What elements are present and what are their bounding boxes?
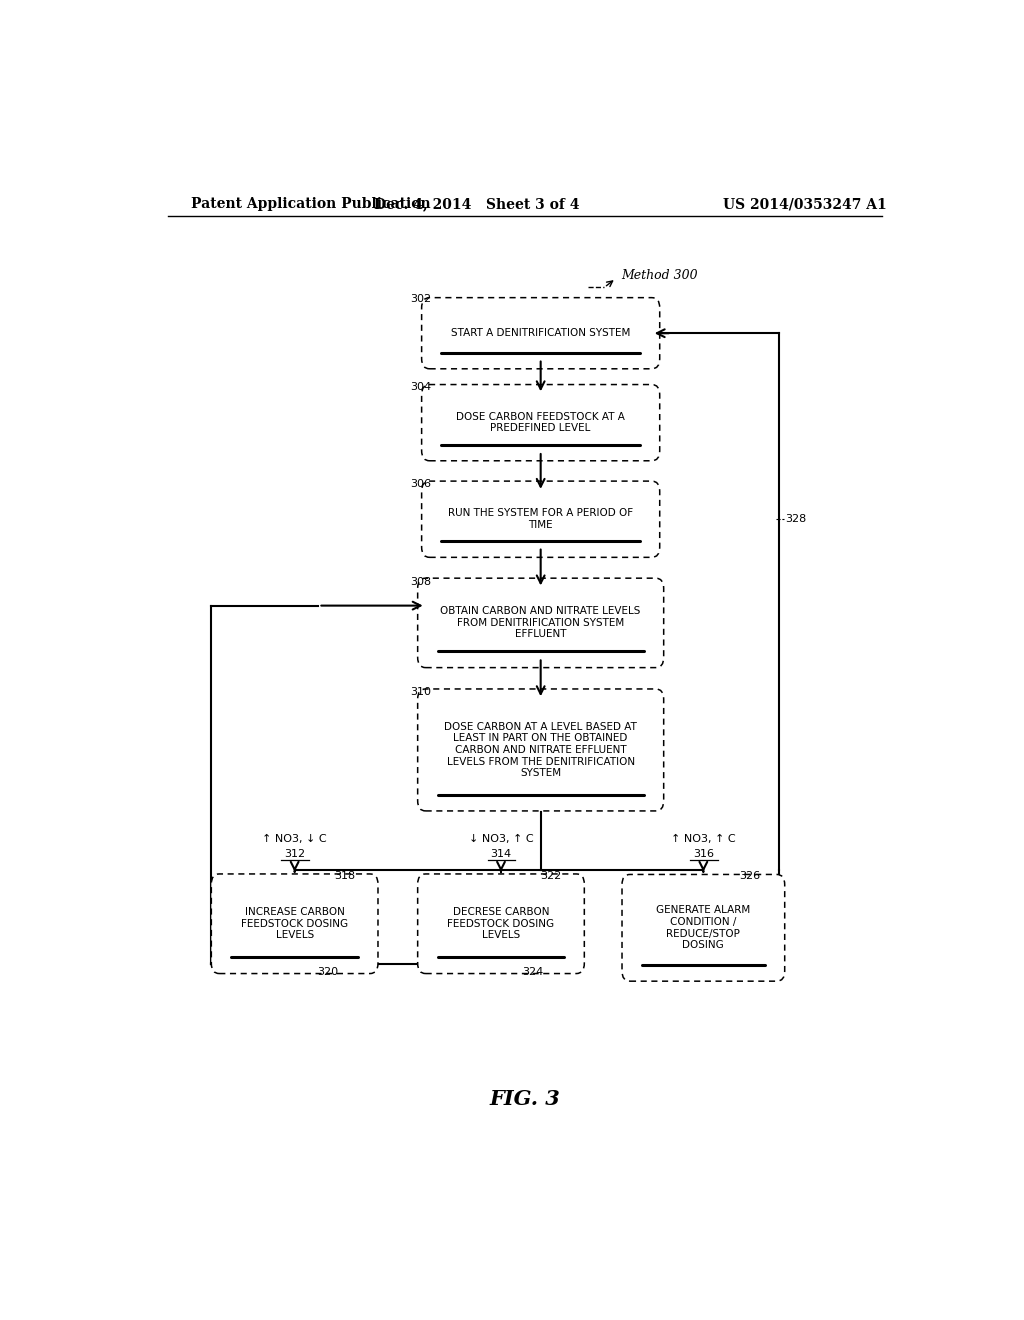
Text: INCREASE CARBON
FEEDSTOCK DOSING
LEVELS: INCREASE CARBON FEEDSTOCK DOSING LEVELS <box>241 907 348 940</box>
Text: 322: 322 <box>541 871 562 880</box>
FancyBboxPatch shape <box>422 480 659 557</box>
Text: Method 300: Method 300 <box>622 269 698 281</box>
Text: 316: 316 <box>693 849 714 859</box>
Text: 314: 314 <box>490 849 512 859</box>
Text: Dec. 4, 2014   Sheet 3 of 4: Dec. 4, 2014 Sheet 3 of 4 <box>375 197 580 211</box>
Text: FIG. 3: FIG. 3 <box>489 1089 560 1109</box>
Text: 312: 312 <box>284 849 305 859</box>
Text: GENERATE ALARM
CONDITION /
REDUCE/STOP
DOSING: GENERATE ALARM CONDITION / REDUCE/STOP D… <box>656 906 751 950</box>
Text: 328: 328 <box>785 515 806 524</box>
Text: DOSE CARBON AT A LEVEL BASED AT
LEAST IN PART ON THE OBTAINED
CARBON AND NITRATE: DOSE CARBON AT A LEVEL BASED AT LEAST IN… <box>444 722 637 779</box>
FancyBboxPatch shape <box>418 874 585 974</box>
Text: 318: 318 <box>334 871 355 880</box>
Text: ↑ NO3, ↑ C: ↑ NO3, ↑ C <box>671 834 735 845</box>
Text: 306: 306 <box>410 479 431 488</box>
FancyBboxPatch shape <box>418 689 664 810</box>
Text: DECRESE CARBON
FEEDSTOCK DOSING
LEVELS: DECRESE CARBON FEEDSTOCK DOSING LEVELS <box>447 907 555 940</box>
FancyBboxPatch shape <box>422 384 659 461</box>
FancyBboxPatch shape <box>211 874 378 974</box>
Text: 320: 320 <box>316 968 338 977</box>
Text: 302: 302 <box>410 294 431 304</box>
Text: ↓ NO3, ↑ C: ↓ NO3, ↑ C <box>469 834 534 845</box>
Text: 308: 308 <box>410 577 431 587</box>
FancyBboxPatch shape <box>418 578 664 668</box>
Text: DOSE CARBON FEEDSTOCK AT A
PREDEFINED LEVEL: DOSE CARBON FEEDSTOCK AT A PREDEFINED LE… <box>457 412 625 433</box>
FancyBboxPatch shape <box>622 874 784 981</box>
Text: 304: 304 <box>410 383 431 392</box>
Text: 310: 310 <box>410 688 431 697</box>
Text: ↑ NO3, ↓ C: ↑ NO3, ↓ C <box>262 834 327 845</box>
Text: RUN THE SYSTEM FOR A PERIOD OF
TIME: RUN THE SYSTEM FOR A PERIOD OF TIME <box>449 508 633 531</box>
Text: OBTAIN CARBON AND NITRATE LEVELS
FROM DENITRIFICATION SYSTEM
EFFLUENT: OBTAIN CARBON AND NITRATE LEVELS FROM DE… <box>440 606 641 639</box>
Text: US 2014/0353247 A1: US 2014/0353247 A1 <box>723 197 887 211</box>
Text: START A DENITRIFICATION SYSTEM: START A DENITRIFICATION SYSTEM <box>451 329 631 338</box>
FancyBboxPatch shape <box>422 297 659 368</box>
Text: 324: 324 <box>522 968 544 977</box>
Text: Patent Application Publication: Patent Application Publication <box>191 197 431 211</box>
Text: 326: 326 <box>739 871 760 880</box>
